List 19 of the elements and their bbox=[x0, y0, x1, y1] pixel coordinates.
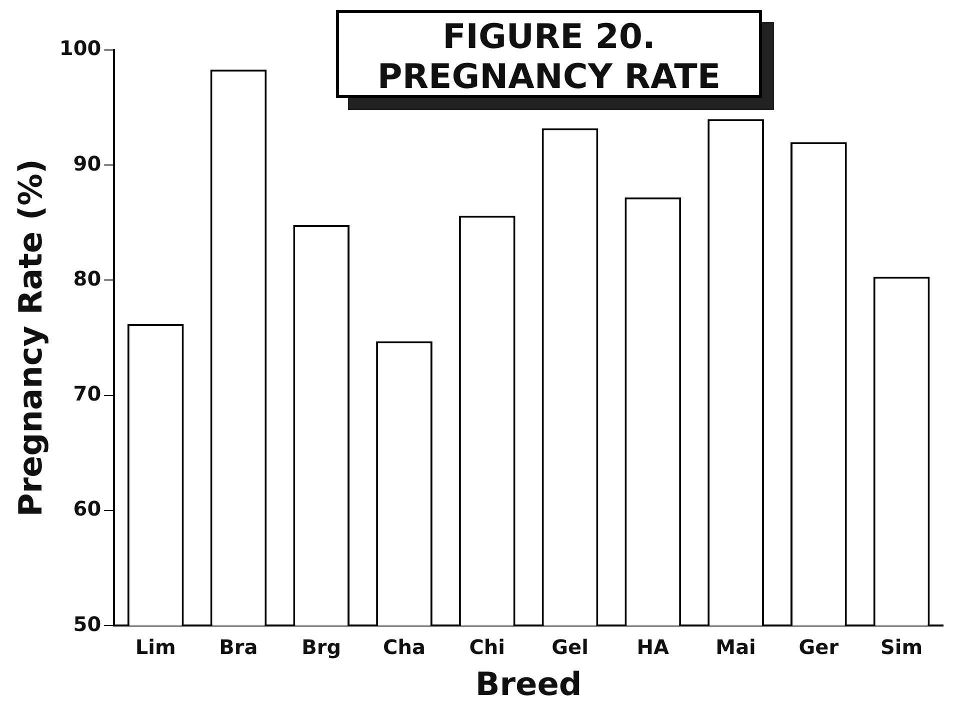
x-tick-label: Sim bbox=[880, 634, 923, 659]
y-tick-label: 100 bbox=[59, 36, 102, 60]
x-tick-label: Cha bbox=[383, 634, 426, 659]
x-tick-label: HA bbox=[636, 634, 670, 659]
chart-title: FIGURE 20. PREGNANCY RATE bbox=[336, 10, 762, 98]
x-tick-label: Mai bbox=[716, 634, 756, 659]
y-tick-label: 80 bbox=[73, 266, 102, 290]
y-tick-label: 50 bbox=[73, 612, 102, 636]
y-tick-label: 70 bbox=[73, 382, 102, 406]
y-tick-label: 90 bbox=[73, 151, 102, 176]
x-tick-label: Gel bbox=[552, 634, 588, 659]
x-tick-label: Bra bbox=[219, 634, 258, 659]
x-tick-label: Lim bbox=[135, 634, 176, 659]
x-tick-label: Brg bbox=[302, 634, 342, 659]
x-tick-label: Chi bbox=[469, 634, 506, 659]
x-tick-label: Ger bbox=[798, 634, 839, 659]
y-tick-label: 60 bbox=[73, 496, 102, 521]
y-axis-title: Pregnancy Rate (%) bbox=[12, 158, 50, 517]
x-axis-title: Breed bbox=[475, 665, 582, 704]
